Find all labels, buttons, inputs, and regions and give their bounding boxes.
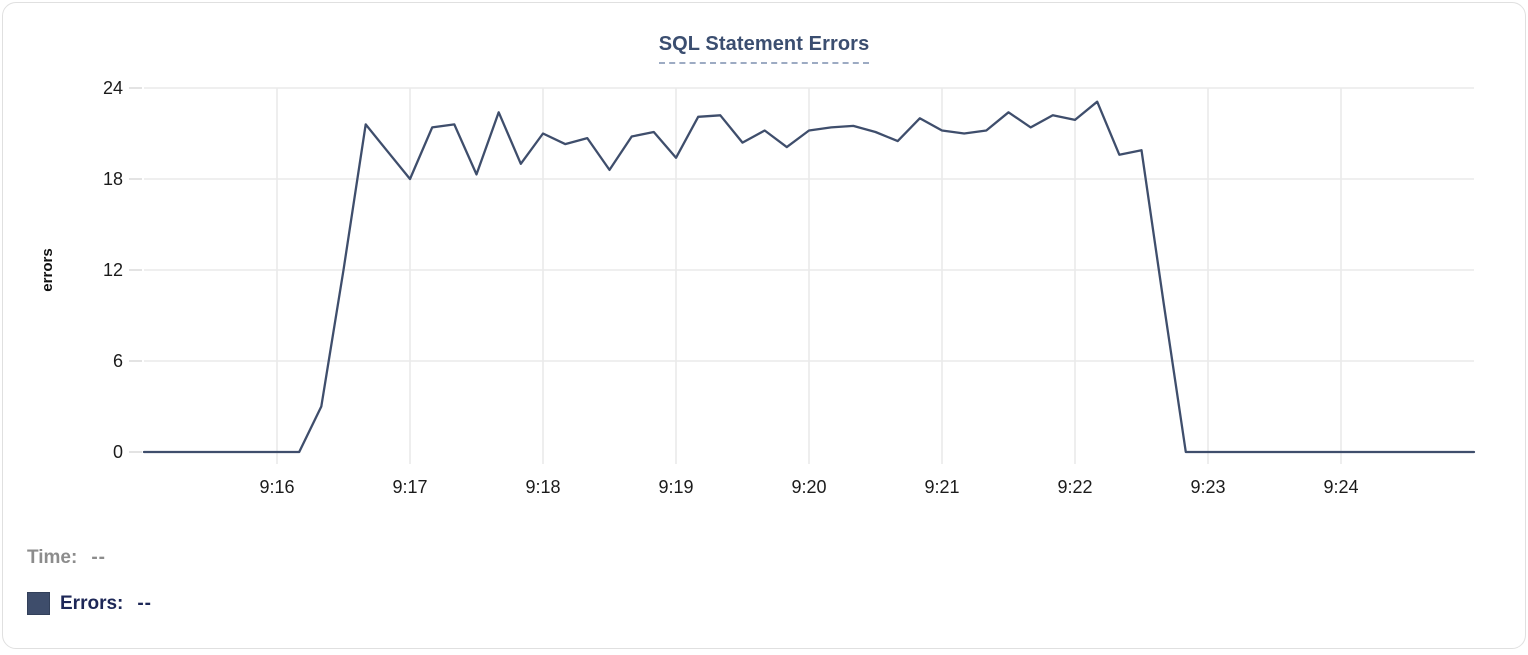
line-chart[interactable]: 0 6 12 18 24 9:16 9:17 9:18 9:19 9:20 9:21 9:22 9:23… bbox=[3, 3, 1528, 655]
y-axis-tick-label: 18 bbox=[103, 169, 123, 189]
chart-title[interactable]: SQL Statement Errors bbox=[658, 33, 870, 64]
y-axis-tick-label: 12 bbox=[103, 260, 123, 280]
legend-time-row: Time: -- bbox=[27, 547, 106, 569]
x-axis-tick-label: 9:19 bbox=[658, 477, 693, 497]
legend-errors-label: Errors: bbox=[60, 592, 124, 614]
y-axis-tick-label: 6 bbox=[113, 351, 123, 371]
legend-time-value: -- bbox=[91, 547, 106, 568]
legend-errors-row: Errors: -- bbox=[27, 592, 152, 615]
errors-series-swatch bbox=[27, 592, 50, 615]
x-axis-tick-label: 9:23 bbox=[1190, 477, 1225, 497]
legend-time-label: Time: bbox=[27, 547, 78, 568]
errors-series-line bbox=[142, 100, 1476, 454]
y-axis-tick-label: 24 bbox=[103, 78, 123, 98]
x-axis-tick-label: 9:18 bbox=[525, 477, 560, 497]
x-axis-tick-label: 9:21 bbox=[924, 477, 959, 497]
x-axis-tick-label: 9:20 bbox=[791, 477, 826, 497]
x-axis-tick-label: 9:24 bbox=[1323, 477, 1358, 497]
x-axis-tick-label: 9:17 bbox=[392, 477, 427, 497]
legend-errors-value: -- bbox=[137, 592, 153, 614]
y-axis-tick-label: 0 bbox=[113, 442, 123, 462]
chart-header: SQL Statement Errors bbox=[3, 33, 1525, 64]
y-axis-label: errors bbox=[39, 248, 56, 291]
x-axis-tick-label: 9:22 bbox=[1057, 477, 1092, 497]
x-axis-tick-label: 9:16 bbox=[259, 477, 294, 497]
